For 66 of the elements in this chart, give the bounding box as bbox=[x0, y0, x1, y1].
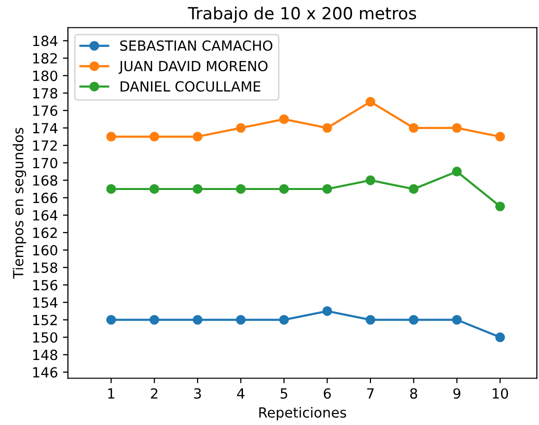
y-tick-label: 154 bbox=[33, 298, 58, 308]
y-tick-label: 180 bbox=[33, 70, 58, 82]
point bbox=[322, 184, 332, 194]
point bbox=[408, 123, 419, 133]
y-tick-label: 158 bbox=[33, 262, 58, 273]
legend-label: SEBASTIAN CAMACHO bbox=[120, 40, 272, 51]
point bbox=[236, 123, 246, 133]
y-tick-label: 146 bbox=[33, 367, 58, 378]
point bbox=[192, 314, 202, 325]
x-tick-label: 8 bbox=[410, 388, 418, 399]
point bbox=[322, 123, 332, 133]
y-tick-label: 162 bbox=[33, 228, 57, 238]
y-tick-label: 148 bbox=[33, 350, 58, 360]
legend-label: DANIEL COCULLAME bbox=[120, 81, 260, 92]
y-axis-title: Tiempos en segundos bbox=[12, 128, 26, 279]
x-tick-label: 10 bbox=[492, 388, 508, 399]
point bbox=[452, 123, 462, 133]
y-tick-label: 152 bbox=[33, 314, 57, 326]
x-tick-label: 3 bbox=[194, 388, 201, 399]
point bbox=[322, 306, 332, 316]
point bbox=[106, 184, 116, 194]
x-axis-title: Repeticiones bbox=[259, 406, 346, 420]
point bbox=[495, 332, 505, 342]
x-tick-label: 9 bbox=[453, 388, 460, 399]
point bbox=[408, 314, 419, 325]
point bbox=[366, 175, 376, 186]
point bbox=[452, 166, 462, 176]
point bbox=[366, 314, 376, 325]
point bbox=[366, 96, 376, 107]
point bbox=[452, 314, 462, 325]
point bbox=[149, 132, 160, 142]
point bbox=[192, 132, 202, 142]
point bbox=[106, 314, 116, 325]
x-tick-label: 2 bbox=[150, 388, 158, 399]
legend-label: JUAN DAVID MORENO bbox=[118, 60, 268, 74]
y-tick-label: 184 bbox=[33, 36, 58, 46]
point bbox=[236, 184, 246, 194]
y-tick-label: 156 bbox=[33, 280, 58, 290]
x-tick-label: 4 bbox=[237, 388, 244, 399]
y-tick-label: 174 bbox=[33, 123, 58, 134]
y-tick-label: 160 bbox=[33, 245, 58, 256]
y-tick-label: 178 bbox=[33, 88, 58, 99]
x-tick-label: 7 bbox=[367, 388, 374, 399]
point bbox=[149, 314, 160, 325]
y-tick-label: 166 bbox=[33, 192, 58, 204]
x-tick-label: 1 bbox=[108, 388, 114, 399]
y-tick-label: 172 bbox=[33, 140, 57, 151]
point bbox=[192, 184, 202, 194]
y-tick-label: 164 bbox=[33, 210, 58, 221]
point bbox=[279, 114, 289, 124]
chart-title: Trabajo de 10 x 200 metros bbox=[188, 6, 416, 23]
point bbox=[236, 314, 246, 325]
y-tick-label: 176 bbox=[33, 105, 58, 116]
y-tick-label: 150 bbox=[33, 332, 58, 343]
point bbox=[279, 184, 289, 194]
point bbox=[279, 314, 289, 325]
y-tick-label: 182 bbox=[33, 53, 57, 64]
x-tick-label: 5 bbox=[280, 388, 288, 399]
x-tick-label: 6 bbox=[324, 388, 331, 399]
y-tick-label: 170 bbox=[33, 158, 58, 168]
y-tick-label: 168 bbox=[33, 175, 58, 186]
point bbox=[495, 202, 505, 212]
point bbox=[408, 184, 419, 194]
point bbox=[106, 132, 116, 142]
point bbox=[149, 184, 160, 194]
point bbox=[495, 132, 505, 142]
